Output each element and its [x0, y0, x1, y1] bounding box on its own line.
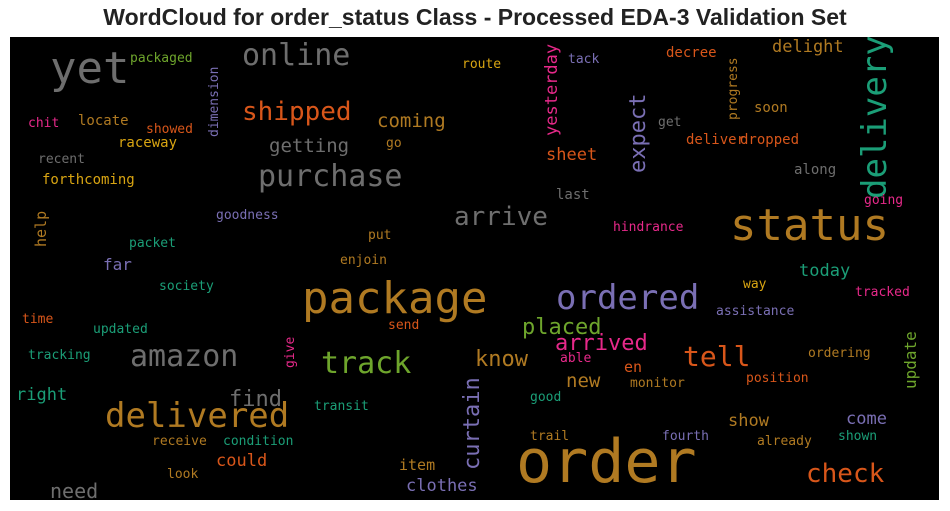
word-locate: locate [78, 113, 129, 129]
word-receive: receive [152, 434, 207, 449]
word-soon: soon [754, 100, 788, 116]
word-placed: placed [522, 315, 602, 340]
word-delivered: delivered [105, 396, 290, 436]
word-go: go [386, 136, 402, 151]
word-along: along [794, 162, 837, 178]
word-hindrance: hindrance [613, 220, 684, 235]
word-condition: condition [223, 434, 294, 449]
word-packet: packet [129, 236, 176, 251]
word-able: able [560, 351, 592, 366]
word-dimension: dimension [207, 66, 222, 137]
word-right: right [16, 385, 68, 405]
word-tracking: tracking [28, 348, 91, 363]
word-recent: recent [38, 152, 85, 167]
word-showed: showed [146, 122, 193, 137]
word-going: going [864, 193, 904, 208]
word-coming: coming [377, 110, 446, 132]
word-come: come [846, 409, 887, 429]
word-progress: progress [726, 57, 741, 120]
word-purchase: purchase [258, 159, 403, 194]
word-getting: getting [269, 135, 350, 157]
word-trail: trail [530, 429, 570, 444]
word-ordered: ordered [556, 278, 700, 318]
word-last: last [556, 187, 590, 203]
word-position: position [746, 371, 809, 386]
word-put: put [368, 228, 392, 243]
word-far: far [103, 255, 132, 274]
word-forthcoming: forthcoming [42, 172, 135, 188]
word-arrived: arrived [555, 331, 648, 356]
word-today: today [799, 261, 851, 281]
word-decree: decree [666, 45, 717, 61]
word-expect: expect [626, 93, 651, 173]
word-updated: updated [93, 322, 148, 337]
word-order: order [516, 427, 697, 497]
word-look: look [167, 467, 199, 482]
word-way: way [743, 277, 767, 292]
word-need: need [50, 479, 99, 500]
word-fourth: fourth [662, 429, 709, 444]
word-arrive: arrive [454, 202, 548, 232]
word-route: route [462, 57, 502, 72]
word-chit: chit [28, 116, 60, 131]
word-online: online [242, 38, 351, 73]
word-new: new [566, 370, 601, 392]
word-get: get [658, 115, 682, 130]
word-assistance: assistance [716, 304, 795, 319]
word-deliver: deliver [686, 132, 746, 148]
word-clothes: clothes [406, 476, 478, 496]
word-tracked: tracked [855, 285, 910, 300]
word-delight: delight [772, 37, 844, 57]
word-send: send [388, 318, 420, 333]
word-enjoin: enjoin [340, 253, 387, 268]
word-status: status [730, 200, 889, 251]
word-item: item [399, 456, 436, 474]
word-help: help [32, 210, 50, 247]
word-delivery: delivery [855, 37, 895, 199]
word-could: could [216, 451, 268, 471]
word-curtain: curtain [460, 377, 485, 470]
word-show: show [728, 411, 769, 431]
word-time: time [22, 312, 54, 327]
word-dropped: dropped [740, 132, 800, 148]
word-monitor: monitor [630, 376, 685, 391]
word-yesterday: yesterday [542, 43, 562, 136]
word-tell: tell [683, 340, 751, 373]
word-ordering: ordering [808, 346, 871, 361]
word-sheet: sheet [546, 145, 598, 165]
word-cloud: yet online packaged route tack decree delight d… [10, 37, 939, 500]
word-shown: shown [838, 429, 878, 444]
word-amazon: amazon [130, 339, 239, 374]
word-know: know [475, 347, 528, 372]
word-goodness: goodness [216, 208, 279, 223]
word-already: already [757, 434, 812, 449]
word-update: update [901, 331, 920, 389]
word-package: package [302, 273, 488, 324]
word-check: check [806, 459, 885, 489]
word-raceway: raceway [118, 135, 178, 151]
chart-title: WordCloud for order_status Class - Proce… [103, 4, 847, 30]
word-society: society [159, 279, 214, 294]
word-en: en [624, 358, 643, 376]
word-packaged: packaged [130, 51, 193, 66]
word-shipped: shipped [242, 97, 352, 127]
word-track: track [321, 346, 412, 381]
word-transit: transit [314, 399, 369, 414]
word-tack: tack [568, 52, 600, 67]
word-find: find [229, 387, 282, 412]
word-give: give [283, 336, 298, 368]
word-yet: yet [50, 43, 130, 94]
word-good: good [530, 390, 562, 405]
